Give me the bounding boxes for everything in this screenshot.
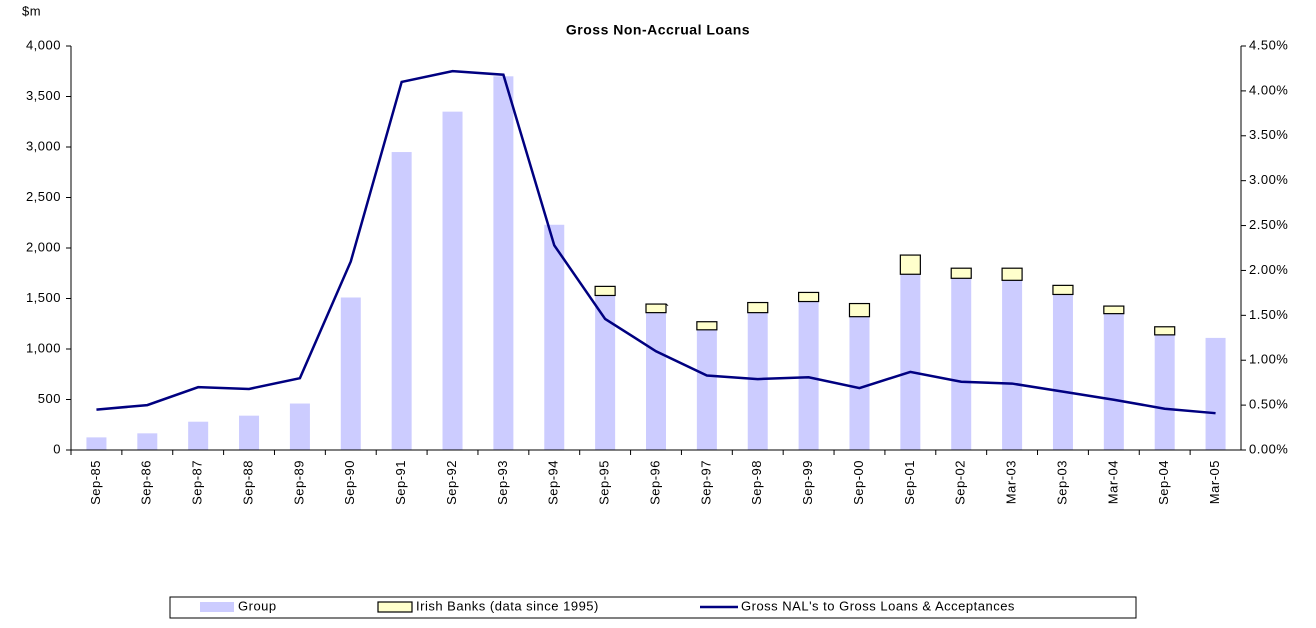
x-tick-label: Sep-87 bbox=[190, 460, 205, 505]
x-tick-label: Sep-97 bbox=[698, 460, 713, 505]
bar bbox=[646, 312, 666, 450]
bar bbox=[595, 295, 616, 450]
y2-tick-label: 3.00% bbox=[1249, 172, 1288, 187]
y-tick-label: 0 bbox=[53, 441, 61, 456]
x-tick-label: Sep-98 bbox=[749, 460, 764, 505]
y-tick-label: 2,500 bbox=[26, 189, 61, 204]
legend-swatch bbox=[377, 601, 413, 613]
bar bbox=[1154, 334, 1175, 450]
bar bbox=[1205, 337, 1226, 450]
bar bbox=[951, 278, 972, 450]
stack-bar bbox=[848, 302, 871, 318]
x-tick-label: Sep-96 bbox=[647, 460, 662, 505]
y-tick-label: 2,000 bbox=[26, 239, 61, 254]
y-tick-label: 3,500 bbox=[26, 88, 61, 103]
x-tick-label: Sep-04 bbox=[1156, 460, 1171, 505]
x-tick-label: Sep-86 bbox=[139, 460, 154, 505]
bar bbox=[1052, 294, 1073, 450]
bar bbox=[696, 329, 717, 450]
bar bbox=[493, 76, 514, 451]
bar bbox=[239, 415, 260, 450]
x-tick-label: Sep-99 bbox=[800, 460, 815, 505]
bar bbox=[747, 312, 768, 450]
stack-bar bbox=[899, 254, 921, 275]
bar bbox=[137, 433, 158, 450]
bar bbox=[391, 152, 412, 451]
bar bbox=[1002, 280, 1023, 450]
stack-bar bbox=[1001, 267, 1023, 281]
annotation: ` bbox=[665, 301, 670, 316]
x-tick-label: Sep-89 bbox=[291, 460, 306, 505]
x-tick-label: Sep-92 bbox=[444, 460, 459, 505]
stack-bar bbox=[594, 285, 616, 297]
x-tick-label: Mar-04 bbox=[1105, 460, 1120, 504]
y-tick-label: 1,500 bbox=[26, 290, 61, 305]
stack-bar bbox=[950, 267, 972, 279]
x-tick-label: Mar-05 bbox=[1207, 460, 1222, 504]
x-tick-label: Sep-88 bbox=[240, 460, 255, 505]
y2-tick-label: 0.00% bbox=[1249, 441, 1288, 456]
y-tick-label: 1,000 bbox=[26, 340, 61, 355]
x-tick-label: Sep-90 bbox=[342, 460, 357, 505]
line bbox=[96, 69, 1216, 415]
bar bbox=[86, 437, 107, 450]
y-tick-label: 3,000 bbox=[26, 138, 61, 153]
y2-tick-label: 4.50% bbox=[1249, 37, 1288, 52]
bar bbox=[340, 297, 361, 450]
x-tick-label: Mar-03 bbox=[1004, 460, 1019, 504]
stack-bar bbox=[645, 303, 667, 314]
y2-tick-label: 2.00% bbox=[1249, 262, 1288, 277]
legend-label: Group bbox=[238, 598, 277, 613]
y2-tick-label: 0.50% bbox=[1249, 397, 1288, 412]
x-tick-label: Sep-95 bbox=[597, 460, 612, 505]
bar bbox=[798, 301, 819, 450]
stack-bar bbox=[696, 321, 718, 331]
bar bbox=[442, 111, 463, 451]
bar bbox=[1103, 313, 1124, 450]
y2-tick-label: 1.00% bbox=[1249, 352, 1288, 367]
stack-bar bbox=[747, 301, 769, 314]
stack-bar bbox=[798, 291, 820, 303]
x-tick-label: Sep-93 bbox=[495, 460, 510, 505]
y2-tick-label: 1.50% bbox=[1249, 307, 1288, 322]
y-tick-label: 500 bbox=[38, 391, 61, 406]
y-tick-label: 4,000 bbox=[26, 37, 61, 52]
stack-bar bbox=[1052, 284, 1074, 296]
legend-label: Irish Banks (data since 1995) bbox=[416, 598, 599, 613]
x-tick-label: Sep-01 bbox=[902, 460, 917, 505]
chart-title: Gross Non-Accrual Loans bbox=[566, 22, 750, 38]
y2-tick-label: 3.50% bbox=[1249, 127, 1288, 142]
x-tick-label: Sep-94 bbox=[546, 460, 561, 505]
bar bbox=[188, 421, 209, 450]
y2-tick-label: 2.50% bbox=[1249, 217, 1288, 232]
x-tick-label: Sep-00 bbox=[851, 460, 866, 505]
legend-swatch bbox=[200, 602, 234, 612]
x-tick-label: Sep-02 bbox=[953, 460, 968, 505]
stack-bar bbox=[1103, 305, 1125, 315]
y2-tick-label: 4.00% bbox=[1249, 82, 1288, 97]
bar bbox=[544, 224, 565, 450]
bar bbox=[289, 403, 310, 450]
legend-label: Gross NAL's to Gross Loans & Acceptances bbox=[741, 598, 1015, 613]
y-axis-unit: $m bbox=[22, 3, 41, 18]
bar bbox=[900, 274, 921, 450]
x-tick-label: Sep-03 bbox=[1054, 460, 1069, 505]
bar bbox=[849, 316, 870, 450]
stack-bar bbox=[1154, 326, 1176, 336]
x-tick-label: Sep-85 bbox=[88, 460, 103, 505]
x-tick-label: Sep-91 bbox=[393, 460, 408, 505]
